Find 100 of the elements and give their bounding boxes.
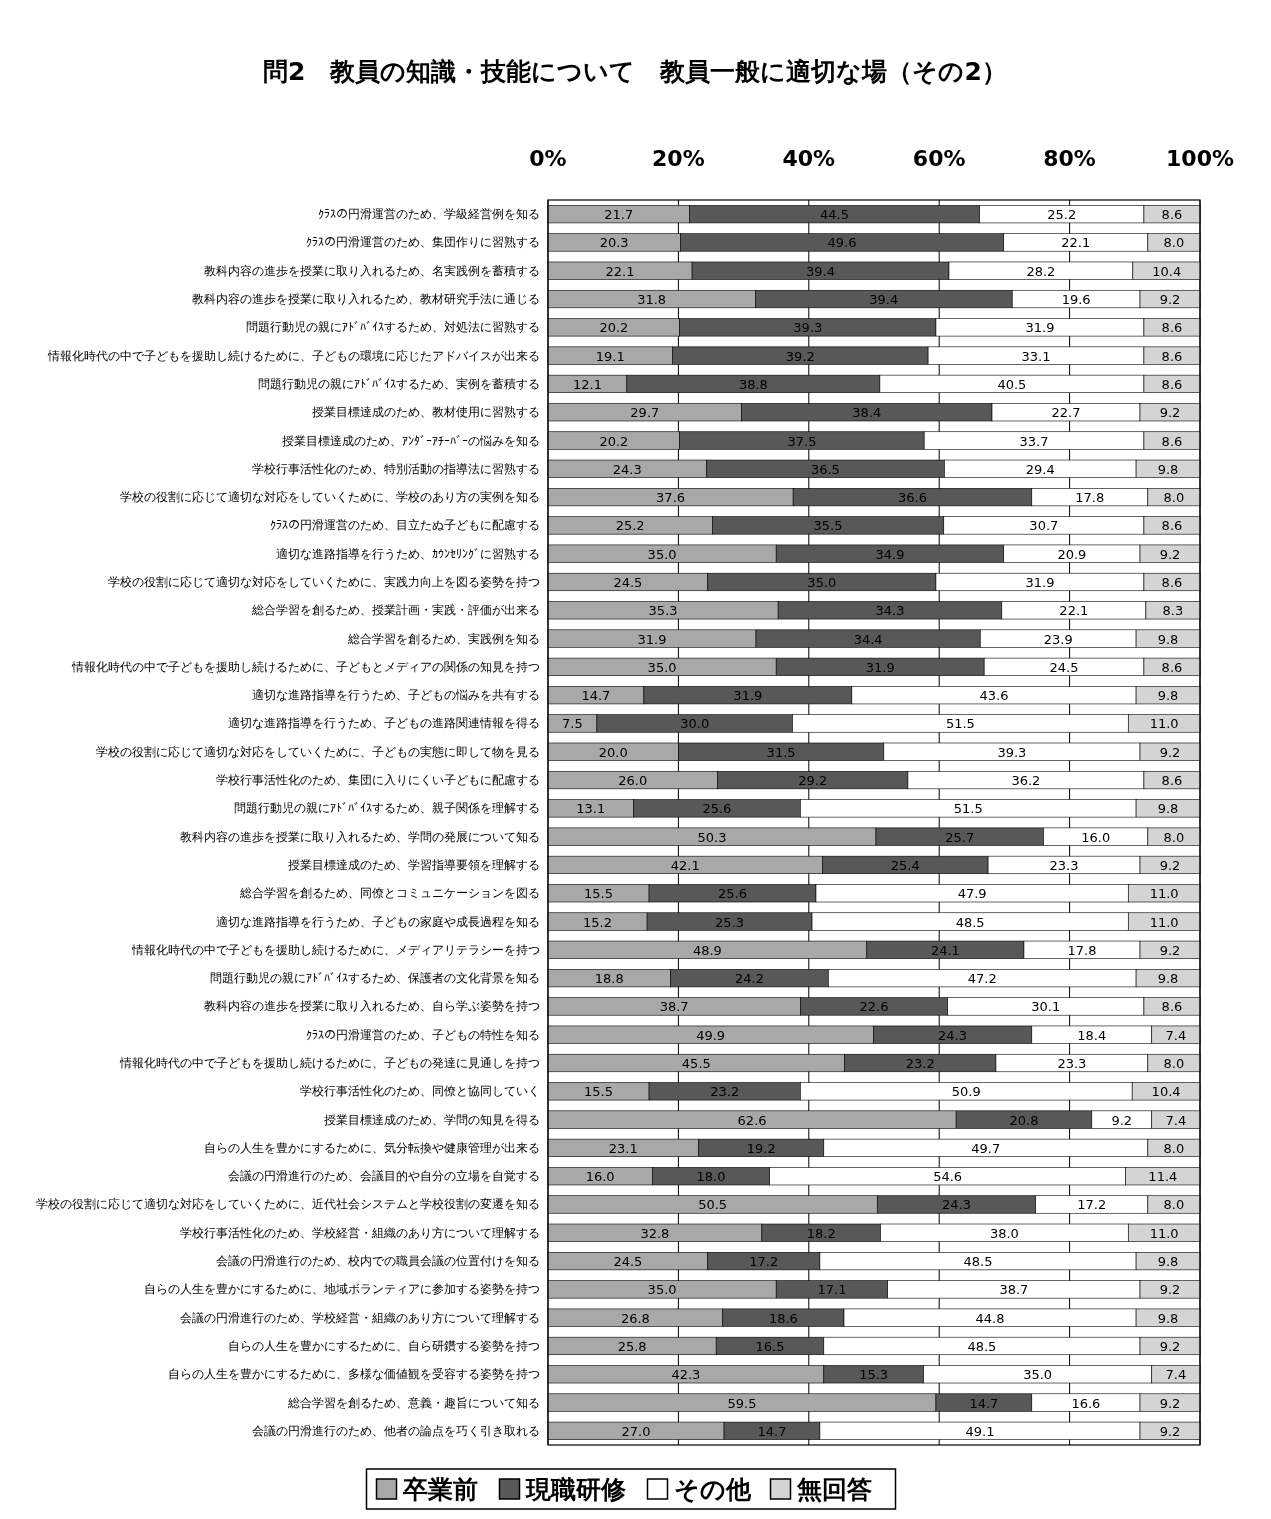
data-label: 44.8 <box>975 1310 1005 1326</box>
y-tick-label: 問題行動児の親にｱﾄﾞﾊﾞｲｽするため、対処法に習熟する <box>246 320 540 335</box>
data-label: 48.5 <box>955 914 985 930</box>
y-tick-label: 会議の円滑進行のため、学校経営・組織のあり方について理解する <box>180 1310 540 1325</box>
data-label: 8.6 <box>1161 433 1183 449</box>
data-label: 8.6 <box>1161 320 1183 336</box>
y-tick-label: 教科内容の進歩を授業に取り入れるため、教材研究手法に通じる <box>192 292 540 307</box>
data-label: 9.2 <box>1159 942 1181 958</box>
y-tick-label: 学校の役割に応じて適切な対応をしていくために、実践力向上を図る姿勢を持つ <box>108 574 540 589</box>
data-label: 9.2 <box>1159 1338 1181 1354</box>
data-label: 8.6 <box>1161 376 1183 392</box>
data-label: 20.8 <box>1009 1112 1039 1128</box>
y-tick-label: 情報化時代の中で子どもを援助し続けるために、子どもとメディアの関係の知見を持つ <box>71 659 540 674</box>
data-label: 17.8 <box>1067 942 1097 958</box>
y-tick-label: 教科内容の進歩を授業に取り入れるため、自ら学ぶ姿勢を持つ <box>204 999 540 1014</box>
data-label: 10.4 <box>1152 263 1182 279</box>
data-label: 25.2 <box>615 518 645 534</box>
data-label: 7.4 <box>1165 1112 1187 1128</box>
data-label: 21.7 <box>604 207 634 223</box>
data-label: 35.0 <box>807 574 837 590</box>
data-label: 8.6 <box>1161 518 1183 534</box>
data-label: 25.2 <box>1047 207 1077 223</box>
x-tick-label: 80% <box>1043 146 1096 171</box>
y-tick-label: 情報化時代の中で子どもを援助し続けるために、子どもの発達に見通しを持つ <box>119 1056 540 1071</box>
data-label: 50.5 <box>698 1197 728 1213</box>
data-label: 8.0 <box>1163 1197 1185 1213</box>
data-label: 29.2 <box>798 773 828 789</box>
data-label: 30.7 <box>1029 518 1059 534</box>
data-label: 49.9 <box>696 1027 726 1043</box>
data-label: 22.1 <box>1059 603 1089 619</box>
data-label: 47.2 <box>967 971 997 987</box>
y-tick-label: 問題行動児の親にｱﾄﾞﾊﾞｲｽするため、実例を蓄積する <box>258 376 540 391</box>
data-label: 16.5 <box>755 1338 785 1354</box>
data-label: 32.8 <box>640 1225 670 1241</box>
data-label: 24.3 <box>612 461 642 477</box>
y-tick-label: 会議の円滑進行のため、他者の論点を巧く引き取れる <box>252 1423 540 1438</box>
data-label: 38.4 <box>852 405 882 421</box>
x-tick-label: 60% <box>912 146 966 171</box>
data-label: 20.0 <box>598 744 628 760</box>
data-label: 19.2 <box>746 1140 776 1156</box>
data-label: 9.8 <box>1157 688 1179 704</box>
y-tick-label: 教科内容の進歩を授業に取り入れるため、名実践例を蓄積する <box>204 263 540 278</box>
data-label: 51.5 <box>953 801 983 817</box>
data-label: 45.5 <box>681 1056 711 1072</box>
data-label: 54.6 <box>933 1169 963 1185</box>
data-label: 25.7 <box>945 829 975 845</box>
data-label: 24.3 <box>942 1197 971 1213</box>
y-tick-label: 授業目標達成のため、学問の知見を得る <box>324 1112 540 1127</box>
data-label: 20.2 <box>599 433 629 449</box>
data-label: 42.3 <box>671 1367 701 1383</box>
data-label: 39.3 <box>793 320 823 336</box>
data-label: 39.4 <box>806 263 836 279</box>
data-label: 30.0 <box>680 716 710 732</box>
data-label: 37.5 <box>787 433 817 449</box>
data-label: 8.0 <box>1163 829 1185 845</box>
data-label: 20.2 <box>599 320 629 336</box>
chart-title: 問2 教員の知識・技能について 教員一般に適切な場（その2） <box>263 57 1007 86</box>
data-label: 39.3 <box>997 744 1027 760</box>
data-label: 39.4 <box>869 292 899 308</box>
y-tick-label: 自らの人生を豊かにするために、多様な価値観を受容する姿勢を持つ <box>168 1367 540 1382</box>
data-label: 8.0 <box>1163 1140 1185 1156</box>
data-label: 24.2 <box>734 971 764 987</box>
y-tick-label: 総合学習を創るため、同僚とコミュニケーションを図る <box>239 886 540 901</box>
data-label: 16.6 <box>1071 1395 1101 1411</box>
data-label: 50.3 <box>697 829 727 845</box>
data-label: 49.1 <box>965 1423 995 1439</box>
data-label: 38.7 <box>659 999 689 1015</box>
legend-label: 卒業前 <box>401 1475 478 1504</box>
data-label: 44.5 <box>820 207 850 223</box>
data-label: 23.2 <box>710 1084 740 1100</box>
data-label: 35.0 <box>647 1282 677 1298</box>
y-tick-label: 授業目標達成のため、教材使用に習熟する <box>312 405 540 420</box>
data-label: 33.1 <box>1021 348 1051 364</box>
data-label: 9.8 <box>1157 971 1179 987</box>
data-label: 8.3 <box>1162 603 1184 619</box>
data-label: 8.6 <box>1161 207 1183 223</box>
y-tick-label: 自らの人生を豊かにするために、地域ボランティアに参加する姿勢を持つ <box>144 1282 540 1297</box>
data-label: 8.6 <box>1161 659 1183 675</box>
legend-label: その他 <box>673 1475 752 1504</box>
data-label: 18.2 <box>806 1225 836 1241</box>
data-label: 15.3 <box>859 1367 889 1383</box>
data-label: 38.8 <box>738 376 768 392</box>
data-label: 25.8 <box>617 1338 647 1354</box>
data-label: 26.8 <box>620 1310 650 1326</box>
data-label: 8.0 <box>1163 490 1185 506</box>
data-label: 11.4 <box>1148 1169 1178 1185</box>
data-label: 29.4 <box>1025 461 1055 477</box>
data-label: 9.2 <box>1111 1112 1133 1128</box>
data-label: 14.7 <box>757 1423 787 1439</box>
data-label: 49.6 <box>827 235 857 251</box>
data-label: 18.6 <box>768 1310 798 1326</box>
data-label: 33.7 <box>1019 433 1049 449</box>
data-label: 35.3 <box>648 603 678 619</box>
data-label: 15.5 <box>584 1084 614 1100</box>
data-label: 25.4 <box>890 857 920 873</box>
data-label: 9.2 <box>1159 1423 1181 1439</box>
data-label: 34.9 <box>875 546 905 562</box>
y-tick-label: 学校行事活性化のため、特別活動の指導法に習熟する <box>252 461 540 476</box>
data-label: 36.5 <box>810 461 840 477</box>
data-label: 38.0 <box>989 1225 1019 1241</box>
